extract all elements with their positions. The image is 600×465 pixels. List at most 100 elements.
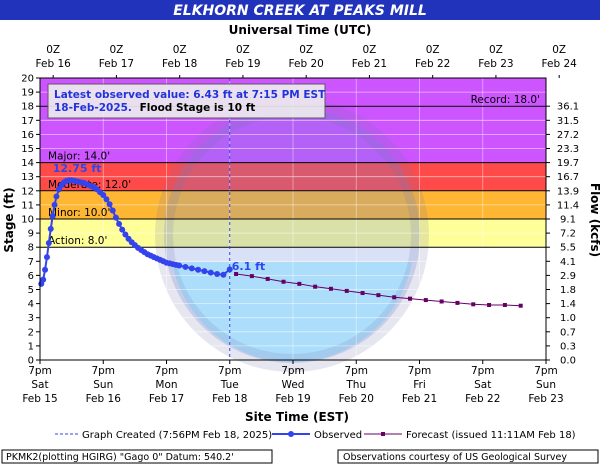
y-tick-label: 8 [28,243,34,254]
forecast-point [423,298,428,303]
observed-point [112,214,119,221]
observed-point [51,201,58,208]
flood-stage-note: Flood Stage is 10 ft [140,102,256,114]
top-tick-date: Feb 22 [415,58,450,70]
y-tick-label: 1 [28,341,34,352]
legend-observed-marker [288,431,294,437]
y-tick-label: 16 [21,130,34,141]
observed-point [220,271,227,278]
observed-point [106,201,113,208]
y2-tick-label: 2.9 [560,271,576,282]
top-tick-label: 0Z [236,44,250,56]
y2-tick-label: 1.4 [560,299,576,310]
y2-tick-label: 0.3 [560,341,576,352]
observed-point [188,265,195,272]
y2-tick-label: 4.1 [560,257,576,268]
latest-label: 6.1 ft [232,260,265,273]
y2-tick-label: 27.2 [557,130,579,141]
observed-point [182,263,189,270]
top-tick-date: Feb 17 [99,58,134,70]
y-tick-label: 5 [28,285,34,296]
forecast-point [234,271,239,276]
forecast-point [487,303,492,308]
forecast-point [408,296,413,301]
y-tick-label: 14 [21,158,34,169]
top-tick-label: 0Z [426,44,440,56]
axis-labels: 012345678910111213141516171819200.00.30.… [21,44,579,405]
x-axis-title: Site Time (EST) [245,410,349,424]
y2-tick-label: 7.2 [560,229,576,240]
x-tick-label: 7pm [408,365,432,377]
x-tick-label: Feb 23 [528,393,563,405]
legend-forecast: Forecast (issued 11:11AM Feb 18) [406,430,576,441]
x-tick-label: Feb 22 [465,393,500,405]
latest-value-line1: Latest observed value: 6.43 ft at 7:15 P… [54,89,326,101]
forecast-point [455,300,460,305]
forecast-point [297,281,302,286]
x-tick-label: 7pm [534,365,558,377]
observed-point [214,270,221,277]
y2-tick-label: 0.0 [560,356,576,367]
noaa-logo-water [172,262,412,362]
x-tick-label: Sat [31,379,48,391]
latest-value-box: Latest observed value: 6.43 ft at 7:15 P… [47,83,326,119]
x-tick-label: 7pm [28,365,52,377]
legend-forecast-marker [381,432,385,436]
y2-tick-label: 13.9 [557,186,579,197]
y-tick-label: 7 [28,257,34,268]
chart-title: ELKHORN CREEK AT PEAKS MILL [173,3,427,19]
y-tick-label: 12 [21,186,34,197]
x-tick-label: Mon [155,379,177,391]
forecast-point [265,276,270,281]
top-tick-label: 0Z [109,44,123,56]
latest-value-line2: 18-Feb-2025. Flood Stage is 10 ft [54,102,255,114]
observed-point [226,266,233,273]
x-tick-label: Feb 21 [402,393,437,405]
title-bar [0,0,600,20]
threshold-label: Action: 8.0' [48,235,107,247]
top-axis-label: Universal Time (UTC) [229,23,372,37]
peak-label: 12.75 ft [53,162,102,175]
legend: Graph Created (7:56PM Feb 18, 2025) Obse… [55,430,576,441]
threshold-label: Major: 14.0' [48,151,110,163]
x-tick-label: 7pm [91,365,115,377]
observed-point [176,262,183,269]
y2-tick-label: 11.4 [557,200,579,211]
observed-point [42,266,49,273]
latest-value-box-bg [47,83,326,119]
legend-graph-created: Graph Created (7:56PM Feb 18, 2025) [82,430,272,441]
y-tick-label: 20 [21,74,34,85]
threshold-label: Minor: 10.0' [48,207,110,219]
observed-point [116,220,123,227]
y-tick-label: 2 [28,327,34,338]
y2-tick-label: 23.3 [557,144,579,155]
forecast-point [344,288,349,293]
x-tick-label: Thu [345,379,366,391]
observed-point [49,213,56,220]
top-tick-date: Feb 20 [289,58,324,70]
x-tick-label: Feb 20 [339,393,374,405]
y2-tick-label: 19.7 [557,158,579,169]
y-axis-title: Stage (ft) [2,187,16,252]
latest-date: 18-Feb-2025. [54,102,132,114]
x-tick-label: Sat [474,379,491,391]
top-tick-date: Feb 21 [352,58,387,70]
top-tick-date: Feb 24 [542,58,578,70]
observed-point [119,226,126,233]
top-tick-date: Feb 19 [225,58,260,70]
forecast-point [313,284,318,289]
top-tick-label: 0Z [552,44,566,56]
forecast-point [518,303,523,308]
observed-point [45,239,52,246]
observed-point [40,276,47,283]
observed-point [100,192,107,199]
forecast-point [392,295,397,300]
x-tick-label: Sun [93,379,113,391]
observed-point [103,196,110,203]
y2-tick-label: 0.7 [560,327,576,338]
x-tick-label: 7pm [155,365,179,377]
x-tick-label: Fri [413,379,426,391]
x-tick-label: 7pm [281,365,305,377]
y2-tick-label: 36.1 [557,102,579,113]
